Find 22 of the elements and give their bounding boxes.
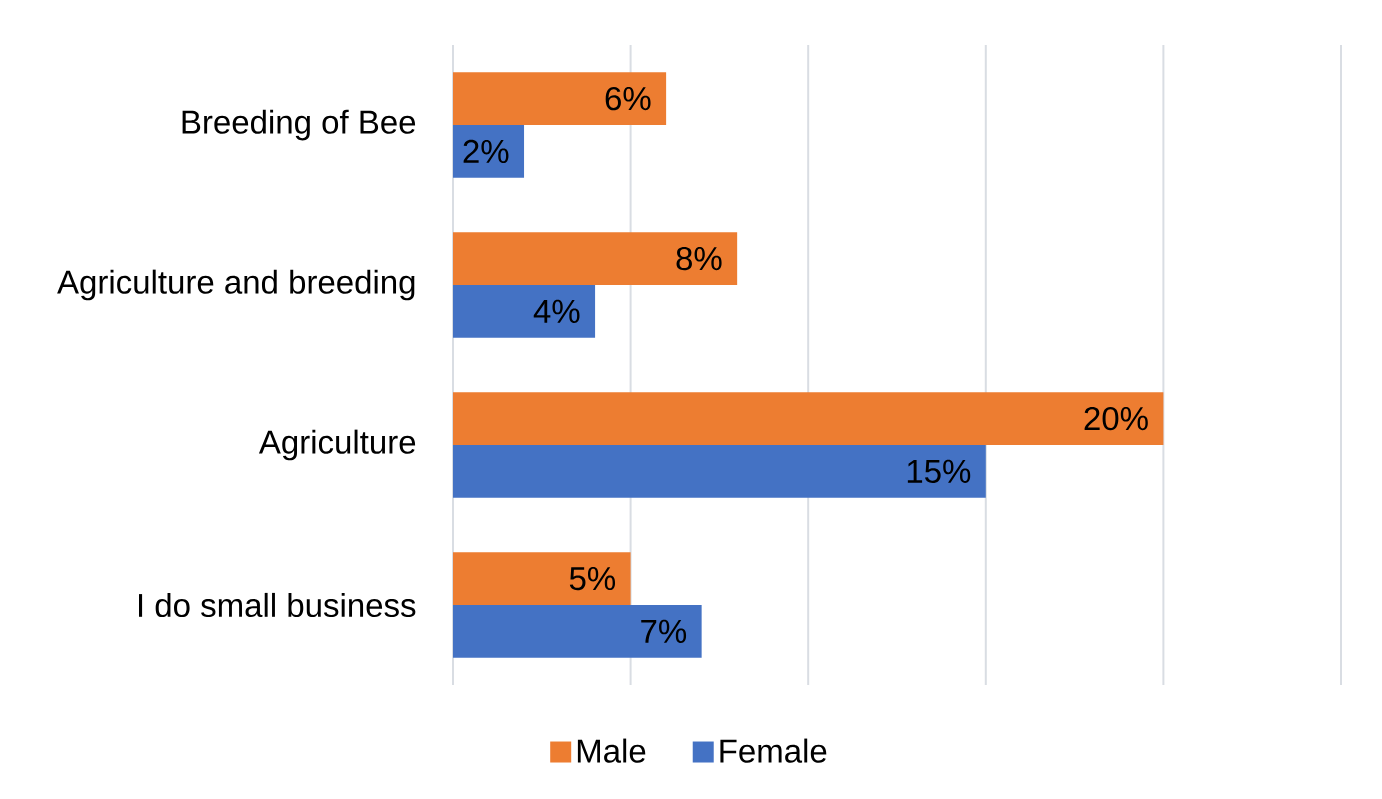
y-tick-label: I do small business: [139, 592, 416, 618]
bar: [453, 285, 596, 338]
data-label: 15%: [907, 459, 971, 483]
bar: [453, 232, 738, 285]
bar: [453, 125, 525, 178]
bar: [453, 605, 702, 658]
data-label: 20%: [1084, 406, 1148, 431]
data-label: 2%: [463, 139, 509, 164]
data-label: 8%: [676, 246, 722, 271]
y-tick-label: Agriculture and breeding: [57, 269, 415, 301]
data-label: 5%: [569, 566, 616, 591]
data-label: 7%: [641, 619, 687, 643]
y-tick-label: Agriculture: [258, 429, 416, 461]
bar: [453, 72, 667, 126]
data-label: 6%: [605, 86, 651, 111]
bar: [453, 552, 631, 605]
legend-label: Male: [577, 738, 646, 763]
y-tick-label: Breeding of Bee: [182, 109, 416, 141]
legend-label: Female: [720, 738, 827, 763]
data-label: 4%: [533, 299, 580, 323]
bar: [453, 445, 986, 498]
bar: [453, 392, 1164, 445]
